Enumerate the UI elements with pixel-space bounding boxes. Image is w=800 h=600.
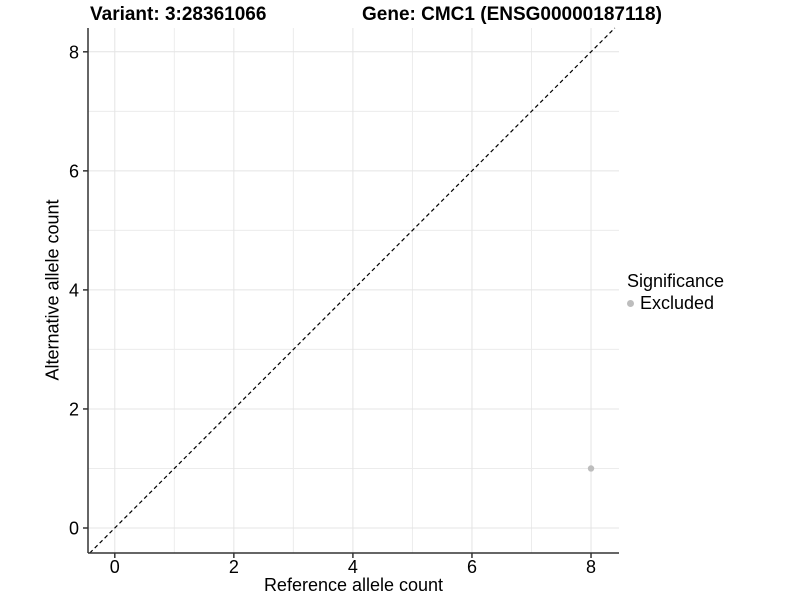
legend: Significance Excluded <box>627 271 724 314</box>
data-point <box>587 465 595 472</box>
x-tick-label: 0 <box>110 557 120 577</box>
x-tick-label: 4 <box>348 557 358 577</box>
y-tick-label: 2 <box>69 399 79 419</box>
plot-title-gene: Gene: CMC1 (ENSG00000187118) <box>362 4 662 25</box>
y-tick-label: 6 <box>69 161 79 181</box>
legend-entry: Excluded <box>627 293 724 314</box>
x-tick-label: 2 <box>229 557 239 577</box>
identity-line <box>89 27 616 554</box>
y-tick-label: 8 <box>69 42 79 62</box>
y-axis-title: Alternative allele count <box>42 199 63 381</box>
x-tick-label: 6 <box>467 557 477 577</box>
plot-title-variant: Variant: 3:28361066 <box>90 4 267 25</box>
y-tick-label: 4 <box>69 280 79 300</box>
legend-point-icon <box>627 300 634 307</box>
legend-title: Significance <box>627 271 725 291</box>
x-tick-label: 8 <box>586 557 596 577</box>
legend-entry-label: Excluded <box>640 293 715 313</box>
x-axis-title: Reference allele count <box>263 575 444 595</box>
y-tick-label: 0 <box>69 519 79 539</box>
